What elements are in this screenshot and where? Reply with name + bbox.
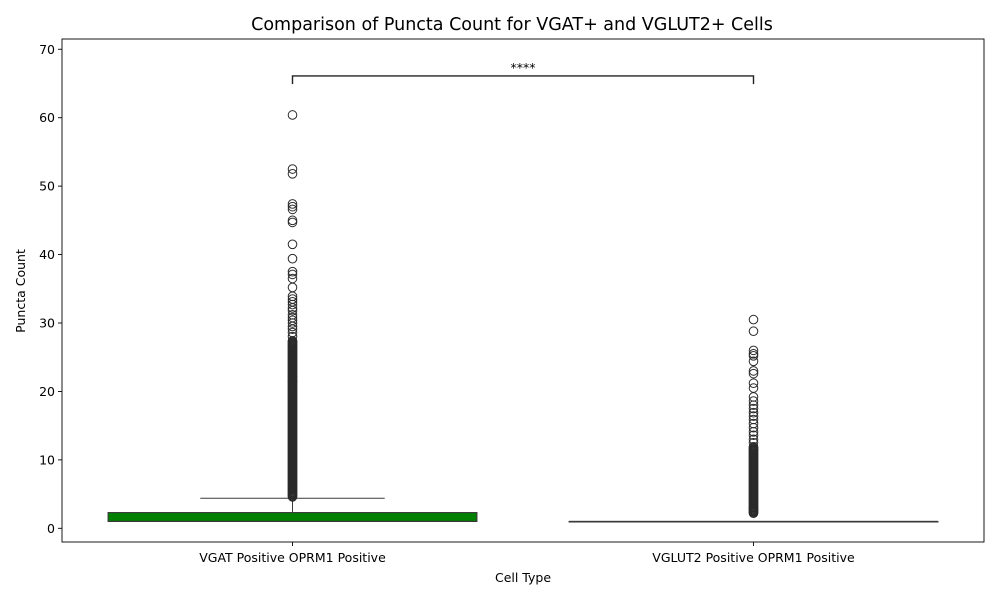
y-tick-label: 30 <box>39 316 55 331</box>
significance-label: **** <box>511 60 536 75</box>
outlier-point <box>287 309 298 320</box>
outlier-point <box>748 403 759 414</box>
outlier-point <box>287 315 298 326</box>
y-tick-label: 60 <box>39 110 55 125</box>
outlier-point <box>748 378 759 389</box>
outlier-point <box>748 442 759 452</box>
box <box>107 512 478 523</box>
y-tick-label: 40 <box>39 247 55 262</box>
outlier-point <box>287 266 298 277</box>
outlier-point <box>748 383 759 393</box>
outlier-point <box>748 349 759 359</box>
plot-area: 0 10 20 30 40 50 60 70 VGAT Positive OPRM1 Posit… <box>39 42 939 565</box>
outlier-point <box>287 282 298 293</box>
outlier-point <box>287 296 298 307</box>
outlier-point <box>748 434 759 445</box>
outlier-point <box>748 407 759 418</box>
outlier-point <box>748 411 759 421</box>
outlier-point <box>748 396 759 406</box>
outlier-point <box>287 110 298 120</box>
axes-frame <box>61 38 985 543</box>
x-axis-label: Cell Type <box>495 570 551 585</box>
outlier-point <box>287 215 298 226</box>
outlier-point <box>748 437 759 448</box>
outlier-point <box>748 430 759 441</box>
outlier-point <box>748 314 759 325</box>
outlier-point <box>287 169 298 179</box>
outlier-point <box>748 356 759 367</box>
x-tick-label: VGLUT2 Positive OPRM1 Positive <box>652 550 855 565</box>
outlier-point <box>748 414 759 425</box>
outlier-point <box>287 253 298 264</box>
outlier-point <box>748 368 759 379</box>
y-tick-label: 20 <box>39 384 55 399</box>
outlier-point <box>287 217 298 228</box>
outlier-point <box>748 366 759 376</box>
y-tick-label: 10 <box>39 452 55 467</box>
x-tick-label: VGAT Positive OPRM1 Positive <box>199 550 386 565</box>
y-axis-label: Puncta Count <box>13 249 28 333</box>
chart-title: Comparison of Puncta Count for VGAT+ and… <box>251 15 773 35</box>
outlier-point <box>287 294 298 304</box>
outlier-point <box>287 199 298 209</box>
significance-bracket <box>291 75 755 85</box>
outlier-point <box>287 273 298 284</box>
outlier-point <box>287 239 298 250</box>
outlier-point <box>287 204 298 215</box>
outlier-point <box>287 331 298 342</box>
outlier-point <box>287 201 298 212</box>
y-tick-label: 50 <box>39 179 55 194</box>
outlier-point <box>748 345 759 356</box>
outlier-point <box>748 418 759 429</box>
outlier-point <box>287 164 298 174</box>
y-tick-label: 70 <box>39 42 55 57</box>
outlier-point <box>748 326 759 337</box>
outlier-point <box>287 269 298 280</box>
outlier-point <box>287 327 298 338</box>
y-tick-label: 0 <box>47 521 55 536</box>
outlier-point <box>287 312 298 323</box>
